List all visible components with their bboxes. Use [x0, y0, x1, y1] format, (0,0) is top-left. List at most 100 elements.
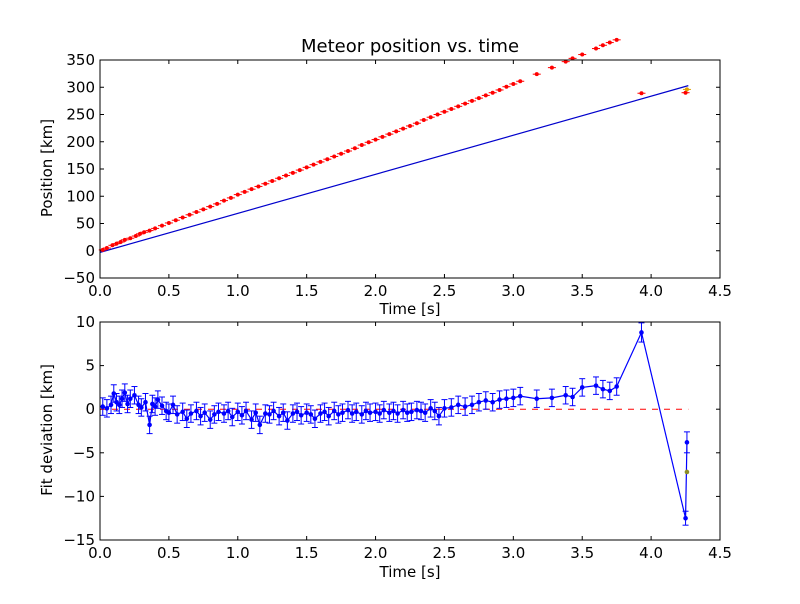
data-point [387, 132, 392, 137]
data-point [173, 218, 178, 223]
data-point [263, 181, 268, 186]
data-point [187, 212, 192, 217]
data-point [280, 410, 286, 415]
data-point [580, 52, 585, 57]
data-point [290, 411, 296, 416]
data-point [404, 410, 410, 415]
data-point [326, 413, 332, 419]
top-x-tick-label: 0.5 [157, 282, 181, 300]
data-point [483, 93, 488, 98]
data-point [170, 402, 176, 408]
data-point [373, 137, 378, 142]
data-point [312, 416, 318, 422]
data-point [483, 398, 489, 403]
data-point [100, 247, 105, 252]
bottom-x-axis-label: Time [s] [379, 563, 441, 581]
bottom-y-tick-label: −15 [63, 531, 95, 549]
data-point [436, 413, 442, 419]
data-point [221, 411, 227, 416]
data-point [201, 207, 206, 212]
data-point [215, 201, 220, 206]
chart-title: Meteor position vs. time [301, 36, 519, 57]
data-point [534, 72, 539, 77]
data-point [534, 396, 540, 402]
data-point [490, 399, 495, 405]
top-x-tick-label: 4.5 [708, 282, 732, 300]
data-point [336, 412, 341, 417]
data-point [104, 246, 109, 251]
data-point [297, 168, 302, 173]
data-point [318, 411, 323, 416]
data-point [110, 243, 115, 248]
data-point [352, 146, 357, 151]
data-point [414, 121, 419, 126]
data-point [222, 198, 226, 203]
data-point [198, 413, 203, 419]
data-point [119, 396, 125, 402]
data-point [340, 410, 345, 415]
data-point [147, 228, 152, 233]
data-point [322, 409, 327, 415]
top-y-tick-label: 50 [76, 215, 95, 233]
top-y-tick-label: 100 [66, 187, 95, 205]
bottom-x-tick-label: 3.5 [570, 544, 594, 562]
data-point [463, 101, 468, 106]
data-point [683, 515, 688, 521]
data-point [207, 417, 213, 422]
data-point [284, 173, 288, 178]
data-point [160, 223, 164, 228]
data-point [421, 117, 426, 122]
data-point [517, 393, 523, 399]
top-x-axis-label: Time [s] [379, 300, 441, 318]
data-point [114, 241, 119, 246]
data-point [449, 107, 454, 112]
top-y-tick-label: 350 [66, 51, 95, 69]
data-point [276, 413, 282, 419]
bottom-x-tick-label: 1.0 [226, 544, 250, 562]
data-point [166, 220, 171, 225]
data-point [353, 409, 359, 415]
data-point [100, 404, 106, 409]
data-point [409, 409, 414, 415]
data-point [228, 195, 233, 200]
data-point [418, 408, 424, 414]
data-point [256, 184, 261, 189]
data-point [497, 397, 502, 402]
data-point [381, 407, 387, 413]
data-point [133, 234, 138, 239]
data-point [435, 112, 440, 117]
data-point [308, 412, 314, 417]
data-point [212, 412, 217, 417]
data-point [125, 401, 130, 407]
data-point [607, 40, 612, 45]
data-point [428, 406, 433, 411]
data-point [395, 411, 400, 416]
data-point [243, 408, 249, 414]
data-point [216, 409, 221, 415]
data-point [180, 409, 185, 415]
bottom-x-tick-label: 2.0 [364, 544, 388, 562]
data-point [208, 204, 213, 209]
data-point [304, 165, 309, 170]
bottom-y-tick-label: −5 [73, 444, 95, 462]
data-point [339, 151, 344, 156]
data-point [391, 408, 396, 414]
top-y-tick-label: 250 [66, 106, 95, 124]
data-point [504, 396, 509, 402]
data-point [118, 240, 123, 245]
data-point [225, 408, 231, 414]
top-x-tick-label: 1.0 [226, 282, 250, 300]
data-point [359, 143, 364, 148]
data-point [614, 37, 619, 42]
data-point [518, 79, 523, 84]
bottom-y-tick-label: 0 [85, 400, 95, 418]
bottom-x-tick-label: 3.0 [501, 544, 525, 562]
data-point [290, 170, 295, 175]
data-point [511, 395, 516, 401]
data-point [422, 410, 428, 415]
data-point [267, 412, 272, 417]
data-point [194, 408, 199, 414]
data-point [476, 96, 481, 101]
bottom-x-tick-label: 4.5 [708, 544, 732, 562]
